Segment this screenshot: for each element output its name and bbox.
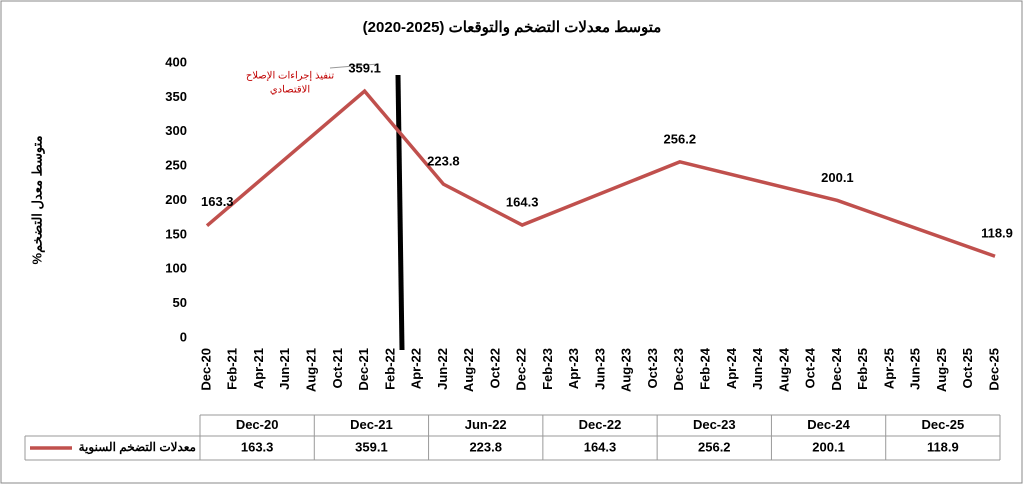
y-tick-label: 0	[180, 329, 187, 344]
table-value: 359.1	[355, 439, 388, 454]
annotation: الاقتصادي	[270, 85, 310, 96]
data-label: 118.9	[981, 226, 1013, 241]
x-tick-label: Apr-24	[724, 347, 739, 389]
x-tick-label: Aug-25	[934, 348, 949, 392]
table-header: Dec-24	[807, 417, 850, 432]
table-value: 223.8	[469, 439, 502, 454]
x-tick-label: Oct-24	[803, 347, 818, 388]
x-tick-label: Oct-25	[960, 348, 975, 388]
table-header: Jun-22	[465, 417, 507, 432]
data-label: 164.3	[506, 194, 539, 209]
x-tick-label: Dec-25	[986, 348, 1001, 391]
x-tick-label: Feb-22	[382, 348, 397, 390]
table-value: 200.1	[812, 439, 845, 454]
y-tick-label: 400	[165, 54, 187, 69]
y-tick-label: 100	[165, 261, 187, 276]
x-tick-label: Dec-22	[514, 348, 529, 391]
x-tick-label: Feb-21	[225, 348, 240, 390]
x-tick-label: Apr-25	[881, 348, 896, 389]
x-tick-label: Dec-23	[671, 348, 686, 391]
line	[205, 88, 996, 258]
table-header: Dec-23	[693, 417, 736, 432]
data-label: 359.1	[348, 61, 381, 76]
y-axis-label: متوسط معدل التضخم%	[29, 135, 45, 264]
x-tick-label: Jun-21	[277, 348, 292, 390]
table-value: 118.9	[927, 439, 959, 454]
x-tick-label: Dec-24	[829, 347, 844, 390]
x-tick-label: Aug-22	[461, 348, 476, 392]
chart-title: متوسط معدلات التضخم والتوقعات (2025-2020…	[363, 19, 662, 36]
annotation-leader	[329, 63, 379, 69]
table-header: Dec-20	[236, 417, 279, 432]
y-tick-label: 150	[165, 226, 187, 241]
legend-label: معدلات التضخم السنوية	[79, 440, 196, 455]
x-tick-label: Aug-24	[776, 347, 791, 392]
table-value: 164.3	[584, 439, 617, 454]
x-tick-label: Feb-23	[540, 348, 555, 390]
x-tick-label: Apr-23	[566, 348, 581, 389]
x-tick-label: Feb-25	[855, 348, 870, 390]
annotation: تنفيذ إجراءات الإصلاح	[246, 71, 334, 82]
x-tick-label: Aug-21	[304, 348, 319, 392]
y-tick-label: 350	[165, 89, 187, 104]
y-tick-label: 250	[165, 158, 187, 173]
x-tick-label: Jun-24	[750, 347, 765, 390]
x-tick-label: Feb-24	[698, 347, 713, 390]
data-label: 200.1	[821, 170, 854, 185]
x-tick-label: Oct-22	[487, 348, 502, 388]
y-tick-label: 200	[165, 192, 187, 207]
x-tick-label: Aug-23	[619, 348, 634, 392]
event-marker	[395, 74, 405, 351]
y-tick-label: 300	[165, 123, 187, 138]
x-tick-label: Oct-21	[330, 348, 345, 388]
y-tick-label: 50	[173, 295, 187, 310]
table-value: 256.2	[698, 439, 731, 454]
table-header: Dec-25	[922, 417, 965, 432]
table-value: 163.3	[241, 439, 274, 454]
x-tick-label: Jun-22	[435, 348, 450, 390]
x-tick-label: Apr-22	[409, 348, 424, 389]
x-tick-label: Dec-21	[356, 348, 371, 391]
table-header: Dec-21	[350, 417, 393, 432]
data-label: 223.8	[427, 154, 460, 169]
x-tick-label: Jun-23	[592, 348, 607, 390]
data-label: 163.3	[201, 194, 234, 209]
x-tick-label: Oct-23	[645, 348, 660, 388]
data-label: 256.2	[664, 131, 697, 146]
x-tick-label: Jun-25	[908, 348, 923, 390]
x-tick-label: Dec-20	[198, 348, 213, 391]
x-tick-label: Apr-21	[251, 348, 266, 389]
table-header: Dec-22	[579, 417, 622, 432]
